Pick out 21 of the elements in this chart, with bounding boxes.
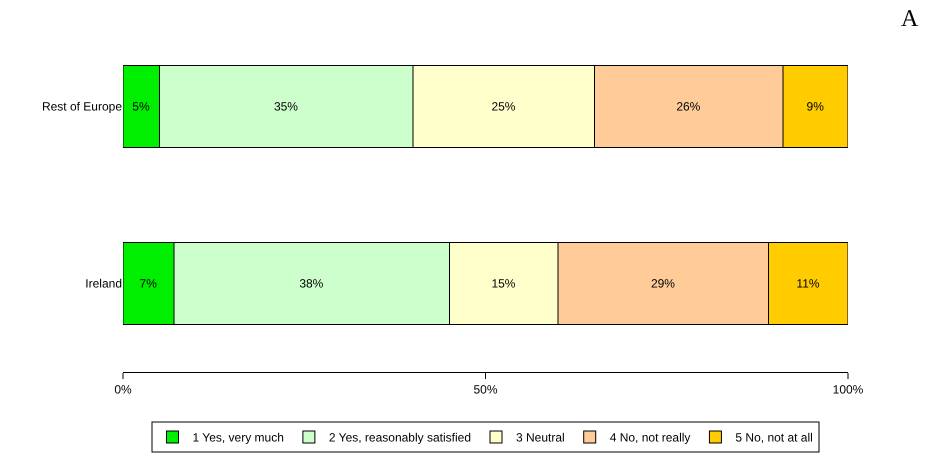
data-label: 38% [299, 276, 324, 290]
data-label: 26% [676, 100, 701, 114]
data-label: 25% [491, 100, 516, 114]
text: A [901, 6, 919, 32]
data-label: 15% [491, 276, 516, 290]
data-label: 5% [132, 100, 150, 114]
legend-label: 3 Neutral [516, 430, 565, 445]
data-label: 35% [274, 100, 298, 114]
data-label: 9% [806, 100, 824, 114]
legend-label: 5 No, not at all [735, 430, 813, 445]
y-tick-label: Ireland [85, 276, 122, 291]
x-tick-label: 100% [832, 382, 864, 396]
data-label: 7% [140, 276, 158, 290]
x-tick-label: 0% [114, 382, 132, 396]
data-label: 29% [650, 276, 676, 290]
legend-label: 2 Yes, reasonably satisfied [328, 430, 471, 445]
data-label: 11% [796, 276, 820, 290]
legend-label: 4 No, not really [610, 430, 690, 445]
x-tick-label: 50% [473, 382, 498, 396]
legend-label: 1 Yes, very much [192, 430, 284, 445]
y-tick-label: Rest of Europe [42, 100, 122, 114]
